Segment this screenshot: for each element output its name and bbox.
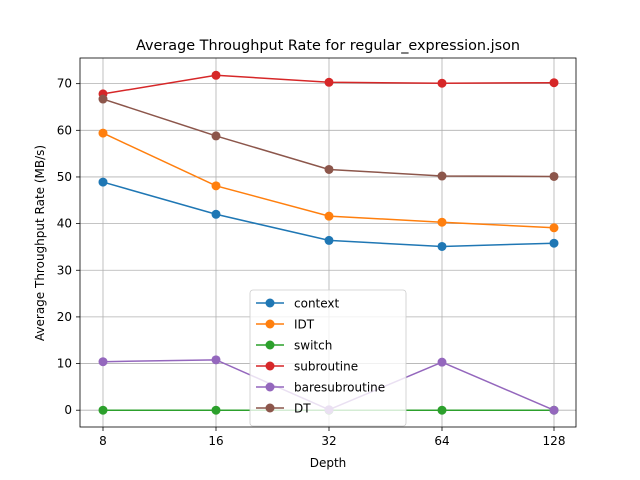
legend: context IDT switch subroutine baresubroutine…: [249, 289, 407, 427]
legend-label: switch: [294, 339, 332, 353]
data-point-context: [437, 241, 447, 251]
y-tick-label: 30: [57, 263, 72, 277]
data-point-switch: [437, 405, 447, 415]
data-point-context: [98, 177, 108, 187]
legend-label: context: [294, 297, 340, 311]
data-point-IDT: [437, 217, 447, 227]
x-tick-label: 8: [99, 434, 107, 448]
x-axis-label: Depth: [310, 456, 347, 470]
y-tick-label: 70: [57, 77, 72, 91]
x-tick-label: 32: [321, 434, 336, 448]
y-axis-ticks: 0 10 20 30 40 50 60 70: [57, 77, 80, 417]
legend-marker: [265, 319, 275, 329]
plot-frame: [79, 57, 577, 428]
chart-title: Average Throughput Rate for regular_expr…: [136, 38, 520, 54]
data-point-baresubroutine: [437, 357, 447, 367]
data-point-context: [324, 235, 334, 245]
data-point-baresubroutine: [211, 355, 221, 365]
data-point-baresubroutine: [549, 405, 559, 415]
data-point-subroutine: [549, 78, 559, 88]
y-tick-label: 60: [57, 123, 72, 137]
legend-marker: [265, 361, 275, 371]
y-tick-label: 50: [57, 170, 72, 184]
data-point-context: [549, 238, 559, 248]
series-points: [98, 70, 559, 415]
y-tick-label: 40: [57, 217, 72, 231]
x-tick-label: 16: [208, 434, 223, 448]
legend-marker: [265, 403, 275, 413]
data-point-context: [211, 209, 221, 219]
legend-label: IDT: [294, 318, 315, 332]
x-tick-label: 64: [434, 434, 449, 448]
data-point-switch: [211, 405, 221, 415]
data-point-baresubroutine: [98, 357, 108, 367]
data-point-subroutine: [437, 78, 447, 88]
data-point-IDT: [211, 181, 221, 191]
data-point-IDT: [324, 211, 334, 221]
legend-marker: [265, 340, 275, 350]
x-axis-ticks: 8 16 32 64 128: [99, 427, 565, 448]
data-point-DT: [437, 171, 447, 181]
data-point-IDT: [549, 223, 559, 233]
data-point-DT: [324, 164, 334, 174]
legend-marker: [265, 382, 275, 392]
data-point-switch: [98, 405, 108, 415]
y-axis-label: Average Throughput Rate (MB/s): [33, 145, 47, 341]
y-tick-label: 20: [57, 310, 72, 324]
legend-box: [249, 289, 407, 427]
legend-label: DT: [294, 402, 311, 416]
legend-marker: [265, 298, 275, 308]
data-point-DT: [549, 171, 559, 181]
data-point-subroutine: [211, 70, 221, 80]
data-point-DT: [211, 131, 221, 141]
x-tick-label: 128: [543, 434, 566, 448]
legend-label: baresubroutine: [294, 381, 385, 395]
legend-label: subroutine: [294, 360, 358, 374]
data-point-DT: [98, 94, 108, 104]
y-tick-label: 10: [57, 357, 72, 371]
data-point-IDT: [98, 128, 108, 138]
y-tick-label: 0: [64, 403, 72, 417]
data-point-subroutine: [324, 77, 334, 87]
